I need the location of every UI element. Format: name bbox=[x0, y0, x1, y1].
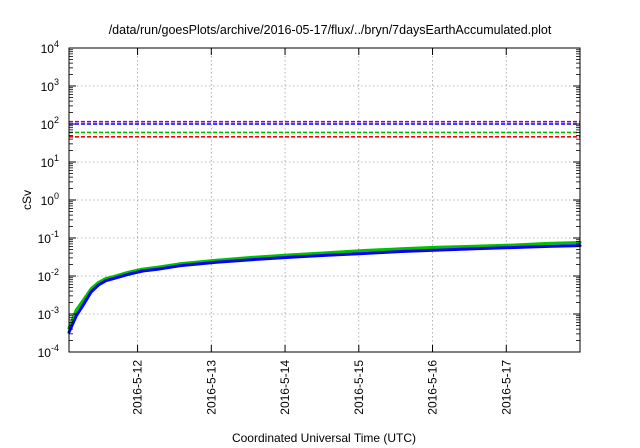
x-tick-label: 2016-5-14 bbox=[278, 360, 292, 415]
y-tick-label: 103 bbox=[41, 77, 59, 94]
threshold-lines bbox=[69, 120, 580, 138]
y-tick-label: 10-3 bbox=[38, 305, 59, 322]
y-tick-label: 100 bbox=[41, 191, 59, 208]
y-axis-ticks: 10-4 10-3 10-2 10-1 100 101 102 103 104 bbox=[38, 39, 580, 360]
y-tick-label: 104 bbox=[41, 39, 59, 56]
x-tick-label: 2016-5-13 bbox=[204, 360, 218, 415]
x-tick-label: 2016-5-16 bbox=[426, 360, 440, 415]
y-tick-label: 10-1 bbox=[38, 229, 59, 246]
y-axis-label: cSv bbox=[20, 190, 34, 210]
y-tick-label: 102 bbox=[41, 115, 59, 132]
y-tick-label: 101 bbox=[41, 153, 59, 170]
x-tick-label: 2016-5-15 bbox=[352, 360, 366, 415]
series-line bbox=[67, 241, 582, 330]
chart-title: /data/run/goesPlots/archive/2016-05-17/f… bbox=[109, 23, 552, 37]
data-series bbox=[67, 241, 582, 334]
series-line bbox=[67, 244, 582, 334]
y-tick-label: 10-2 bbox=[38, 267, 59, 284]
y-tick-label: 10-4 bbox=[38, 343, 59, 360]
x-axis-label: Coordinated Universal Time (UTC) bbox=[232, 431, 416, 445]
x-tick-label: 2016-5-17 bbox=[499, 360, 513, 415]
x-axis-ticks: 2016-5-12 2016-5-13 2016-5-14 2016-5-15 2016… bbox=[131, 48, 513, 415]
x-tick-label: 2016-5-12 bbox=[131, 360, 145, 415]
